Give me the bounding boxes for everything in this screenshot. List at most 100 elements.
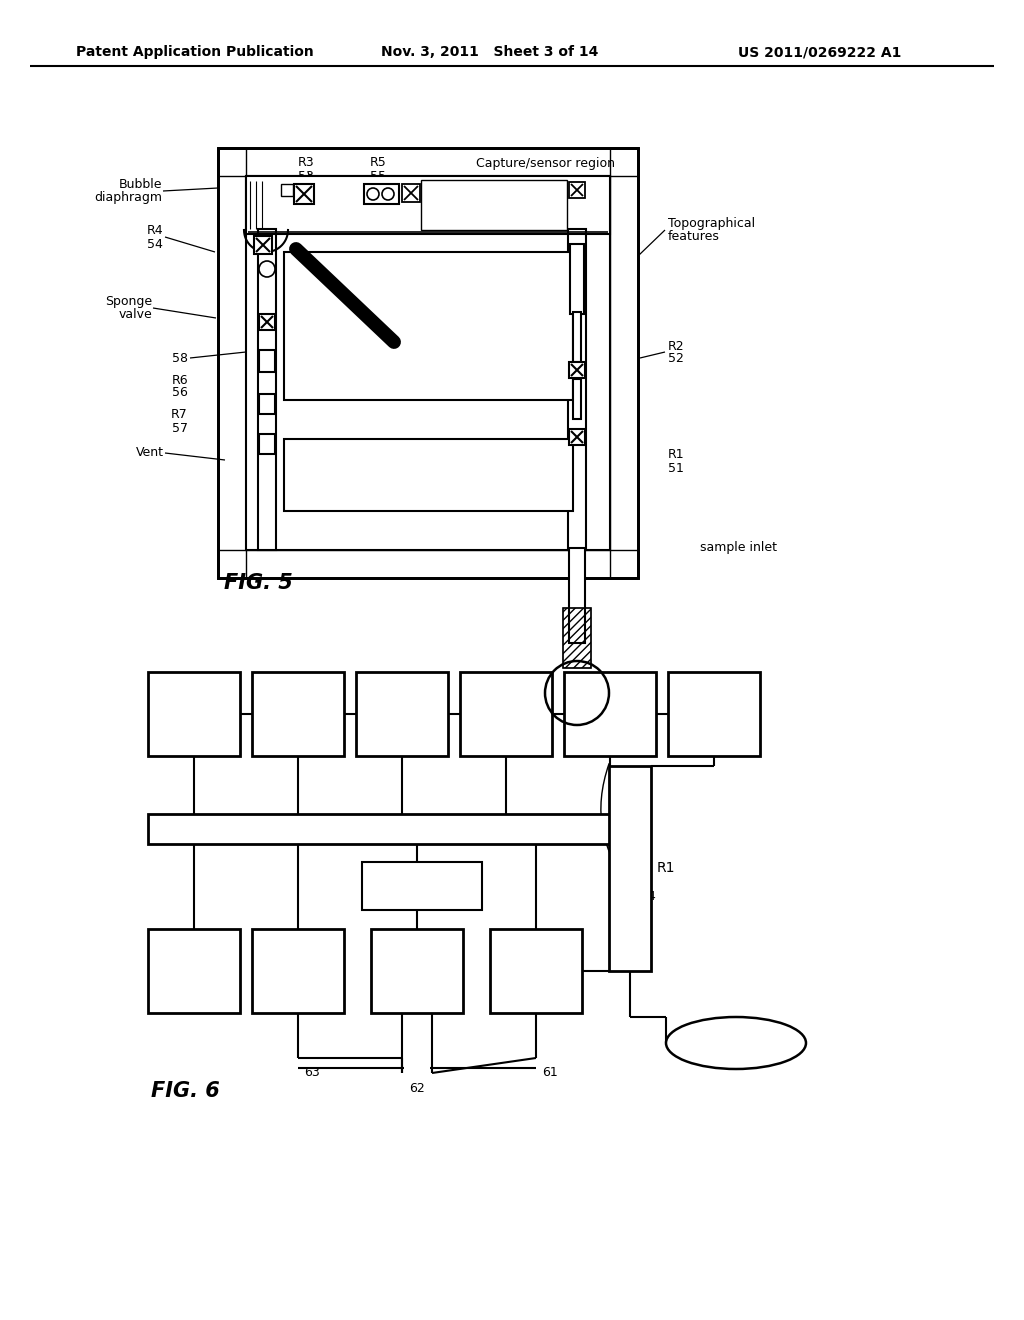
Text: R5: R5 [568,822,585,836]
Text: R4: R4 [289,708,307,721]
Bar [259,434,275,454]
Text: Patent Application Publication: Patent Application Publication [76,45,314,59]
Text: Vent: Vent [178,964,210,978]
Bar [570,244,584,314]
Bar [609,766,651,972]
Text: Pump #2: Pump #2 [385,964,450,978]
Bar [284,440,573,511]
Bar [218,550,638,578]
Text: Valve: Valve [175,708,213,721]
Bar [259,314,275,330]
Bar [259,393,275,414]
Text: 52: 52 [668,352,684,366]
Text: 53: 53 [298,169,314,182]
Bar [573,379,581,418]
Bar [246,176,610,550]
Text: Capture: Capture [583,708,638,721]
Text: Sample Diaphragm: Sample Diaphragm [361,469,496,482]
Text: R6: R6 [459,822,475,836]
Bar [421,180,567,230]
Text: Sample inlet: Sample inlet [696,1036,775,1049]
Text: R5: R5 [370,157,387,169]
Text: R1: R1 [668,449,685,462]
Bar [564,672,656,756]
Bar [148,814,646,843]
Bar [218,148,246,578]
Text: R3: R3 [298,157,314,169]
Text: valve: valve [118,309,152,322]
Bar [563,609,591,668]
Bar [610,148,638,578]
Bar [361,862,482,909]
Bar [246,176,610,234]
Bar [569,362,585,378]
Bar [569,429,585,445]
Text: R2: R2 [668,339,685,352]
Text: R2: R2 [705,708,723,721]
Text: 64: 64 [640,890,655,903]
Text: 58: 58 [172,351,188,364]
Bar [490,929,582,1012]
Text: 62: 62 [410,1082,425,1096]
Bar [252,672,344,756]
Text: R7: R7 [171,408,188,421]
Bar [371,929,463,1012]
Ellipse shape [666,1016,806,1069]
Text: Sponge: Sponge [104,296,152,309]
Text: features: features [668,231,720,243]
Text: R1: R1 [657,862,676,875]
Text: Pump #1: Pump #1 [504,964,568,978]
Bar [294,183,314,205]
Bar [569,548,585,643]
Text: Fluid pouch: Fluid pouch [386,879,458,892]
Bar [281,183,293,195]
Text: R7: R7 [369,822,385,836]
Text: Bubble: Bubble [119,178,162,191]
Text: US 2011/0269222 A1: US 2011/0269222 A1 [738,45,902,59]
Bar [218,148,638,578]
Text: 51: 51 [668,462,684,474]
Bar [218,148,638,578]
Bar [252,929,344,1012]
Bar [421,180,567,230]
Text: 56: 56 [172,387,188,400]
Text: 54: 54 [147,238,163,251]
Bar [356,672,449,756]
Text: 61: 61 [542,1067,558,1080]
Text: 57: 57 [172,421,188,434]
Bar [254,236,272,253]
Bar [258,228,276,550]
Bar [569,182,585,198]
Bar [218,148,638,176]
Text: FIG. 6: FIG. 6 [151,1081,219,1101]
Text: Foil reagent pouch: Foil reagent pouch [364,319,494,333]
Bar [402,183,420,202]
Bar [364,183,399,205]
Text: 55: 55 [370,169,386,182]
Text: Pump #3: Pump #3 [266,964,330,978]
Text: FIG. 5: FIG. 5 [223,573,293,593]
Bar [148,929,240,1012]
Text: Capture/sensor region: Capture/sensor region [476,157,615,169]
Text: Topographical: Topographical [668,218,755,231]
Bar [246,176,610,234]
Bar [284,252,573,400]
Bar [610,148,638,578]
Bar [218,550,638,578]
Text: R3: R3 [393,708,412,721]
Text: R6: R6 [171,374,188,387]
Text: 63: 63 [304,1067,319,1080]
Text: R4: R4 [146,224,163,238]
Bar [218,148,638,176]
Bar [218,148,246,578]
Bar [568,228,586,550]
Text: Nov. 3, 2011   Sheet 3 of 14: Nov. 3, 2011 Sheet 3 of 14 [381,45,599,59]
Bar [460,672,552,756]
Bar [259,350,275,372]
Bar [668,672,760,756]
Bar [573,312,581,362]
Text: diaphragm: diaphragm [94,191,162,205]
Bar [563,609,591,668]
Text: sample inlet: sample inlet [700,541,777,554]
Text: Vent: Vent [136,446,164,459]
